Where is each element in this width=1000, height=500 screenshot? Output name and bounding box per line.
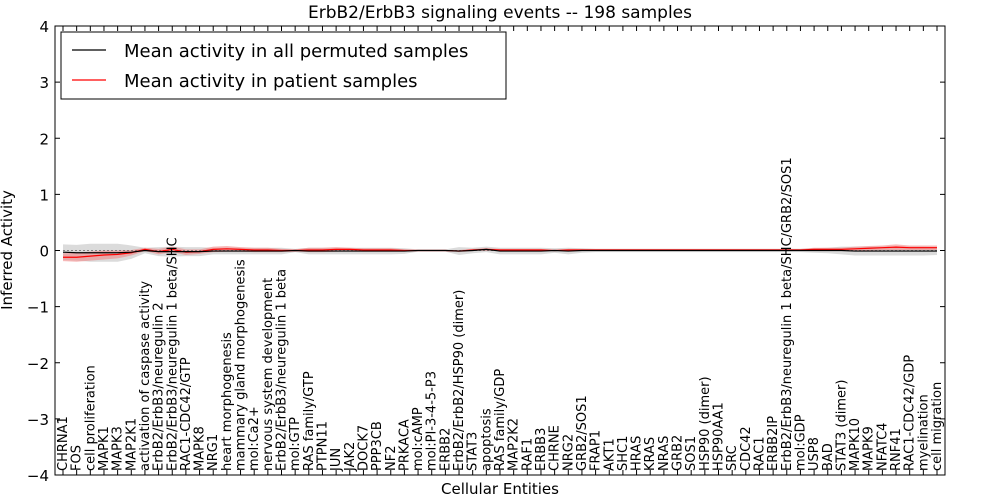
x-tick-label: KRAS — [643, 437, 658, 471]
permuted-band — [63, 243, 937, 262]
x-tick-label: JAK2 — [343, 442, 358, 472]
x-tick-label: ERBB2IP — [766, 416, 781, 471]
x-tick-label: STAT3 — [466, 432, 481, 471]
x-tick-label: CDC42 — [739, 426, 754, 471]
x-tick-label: myelination — [916, 394, 931, 471]
x-tick-label: NRAS — [657, 436, 672, 471]
x-tick-label: GRB2 — [671, 435, 686, 471]
x-tick-label: AKT1 — [602, 438, 617, 471]
x-tick-label: NRG1 — [206, 434, 221, 471]
x-tick-label: BAD — [821, 443, 836, 471]
x-tick-label: RAS family/GTP — [302, 371, 317, 471]
y-tick-label: 1 — [39, 186, 49, 204]
x-tick-label: MAP2K1 — [124, 418, 139, 471]
x-tick-label: mol:cAMP — [411, 407, 426, 471]
series-lines — [62, 246, 937, 258]
x-tick-label: mol:GDP — [793, 414, 808, 471]
legend-box — [60, 31, 507, 100]
x-tick-label: GRB2/SOS1 — [575, 395, 590, 471]
x-tick-label: DOCK7 — [356, 425, 371, 471]
x-tick-label: PRKACA — [397, 419, 412, 471]
legend: Mean activity in all permuted samples Me… — [60, 31, 507, 100]
x-tick-label: FRAP1 — [589, 430, 604, 471]
x-tick-label: MAPK9 — [862, 426, 877, 471]
x-tick-label: JUN — [329, 448, 344, 472]
x-tick-label: HSP90AA1 — [712, 402, 727, 471]
y-tick-label: 0 — [39, 243, 49, 261]
x-tick-label: CHRNA1 — [56, 416, 71, 471]
x-tick-label: NFATC4 — [875, 423, 890, 471]
x-tick-label: ErbB2/ErbB3/neuregulin 1 beta/SHC — [165, 237, 180, 471]
x-tick-label: HSP90 (dimer) — [698, 376, 713, 471]
x-tick-label: PTPN11 — [315, 421, 330, 471]
x-tick-label: RNF41 — [889, 428, 904, 471]
x-tick-label: MAPK3 — [111, 426, 126, 471]
x-tick-label: MAPK8 — [193, 426, 208, 471]
x-tick-label: apoptosis — [479, 408, 494, 471]
x-tick-label: ErbB2/ErbB3/neuregulin 2 — [152, 302, 167, 471]
y-axis-label: Inferred Activity — [0, 190, 16, 310]
x-tick-label: CHRNE — [548, 425, 563, 471]
x-tick-label: heart morphogenesis — [220, 332, 235, 471]
x-tick-label: MAPK10 — [848, 418, 863, 471]
x-tick-label: mol:GTP — [288, 417, 303, 471]
x-tick-label: RAF1 — [520, 438, 535, 471]
x-tick-label: mammary gland morphogenesis — [234, 259, 249, 471]
x-tick-label: cell proliferation — [83, 365, 98, 471]
bands — [63, 243, 937, 262]
x-tick-label: nervous system development — [261, 278, 276, 471]
x-tick-label: PPP3CB — [370, 421, 385, 471]
x-tick-label: RAC1-CDC42/GDP — [903, 355, 918, 471]
x-tick-label: SHC1 — [616, 436, 631, 471]
x-tick-label: mol:PI-3-4-5-P3 — [425, 371, 440, 471]
y-tick-label: 4 — [39, 18, 49, 36]
x-tick-label: RAS family/GDP — [493, 369, 508, 471]
x-tick-label: cell migration — [930, 382, 945, 471]
y-tick-label: −4 — [27, 467, 49, 485]
x-tick-label: ERBB2 — [438, 428, 453, 471]
x-tick-label: NRG2 — [561, 434, 576, 471]
legend-label-permuted: Mean activity in all permuted samples — [124, 41, 468, 62]
x-tick-label: mol:Ca2+ — [247, 406, 262, 471]
x-tick-label: MAP2K2 — [507, 418, 522, 471]
x-tick-label: MAPK1 — [97, 426, 112, 471]
y-tick-label: 3 — [39, 74, 49, 92]
y-axis: −4 −3 −2 −1 0 1 2 3 4 — [27, 18, 945, 485]
x-axis-label: Cellular Entities — [441, 480, 559, 498]
permuted-mean-line — [62, 248, 937, 254]
x-tick-label: activation of caspase activity — [138, 281, 153, 471]
x-tick-label: SOS1 — [684, 436, 699, 471]
x-tick-label: ERBB3 — [534, 428, 549, 471]
x-tick-label: ErbB2/ErbB3/neuregulin 1 beta — [275, 269, 290, 471]
x-tick-label: HRAS — [630, 436, 645, 471]
y-tick-label: −3 — [27, 411, 49, 429]
x-tick-label: RAC1-CDC42/GTP — [179, 357, 194, 471]
x-tick-label: STAT3 (dimer) — [834, 380, 849, 471]
x-tick-label: ErbB2/ErbB2/HSP90 (dimer) — [452, 290, 467, 471]
x-tick-label: ErbB2/ErbB3/neuregulin 1 beta/SHC/GRB2/S… — [780, 157, 795, 471]
x-tick-label: FOS — [70, 445, 85, 471]
chart-title: ErbB2/ErbB3 signaling events -- 198 samp… — [308, 3, 692, 23]
y-tick-label: 2 — [39, 130, 49, 148]
x-tick-label: SRC — [725, 445, 740, 471]
x-tick-label: NF2 — [384, 446, 399, 471]
x-tick-label: USP8 — [807, 437, 822, 471]
y-tick-label: −2 — [27, 355, 49, 373]
legend-label-patient: Mean activity in patient samples — [124, 71, 418, 92]
y-tick-label: −1 — [27, 299, 49, 317]
x-tick-label: RAC1 — [752, 436, 767, 471]
